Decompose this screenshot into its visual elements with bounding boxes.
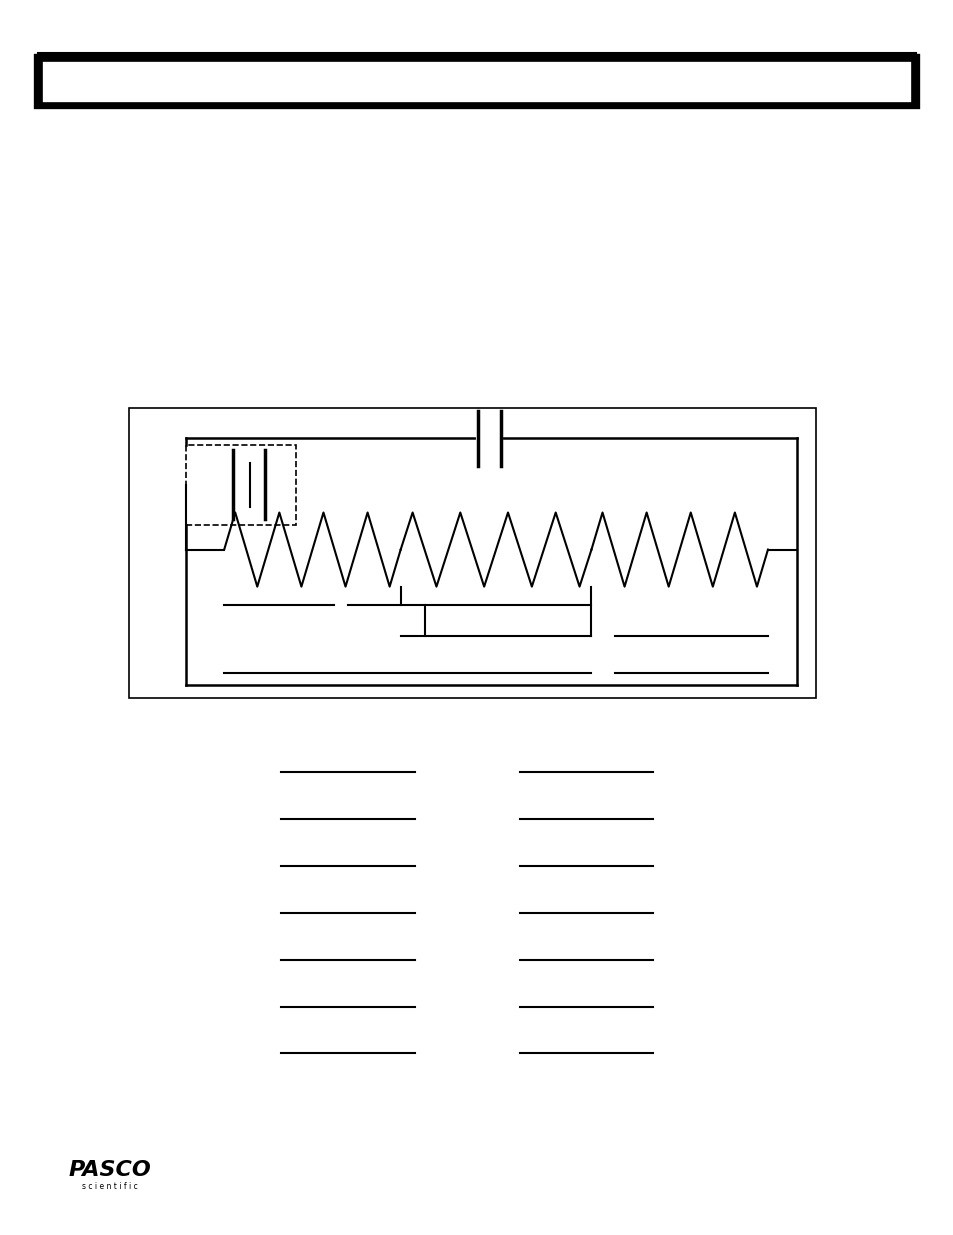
Bar [38, 58, 915, 105]
Bar [186, 445, 295, 525]
Text: s c i e n t i f i c: s c i e n t i f i c [82, 1182, 137, 1191]
Bar [129, 408, 815, 698]
Text: PASCO: PASCO [69, 1160, 151, 1179]
Bar [42, 61, 911, 103]
